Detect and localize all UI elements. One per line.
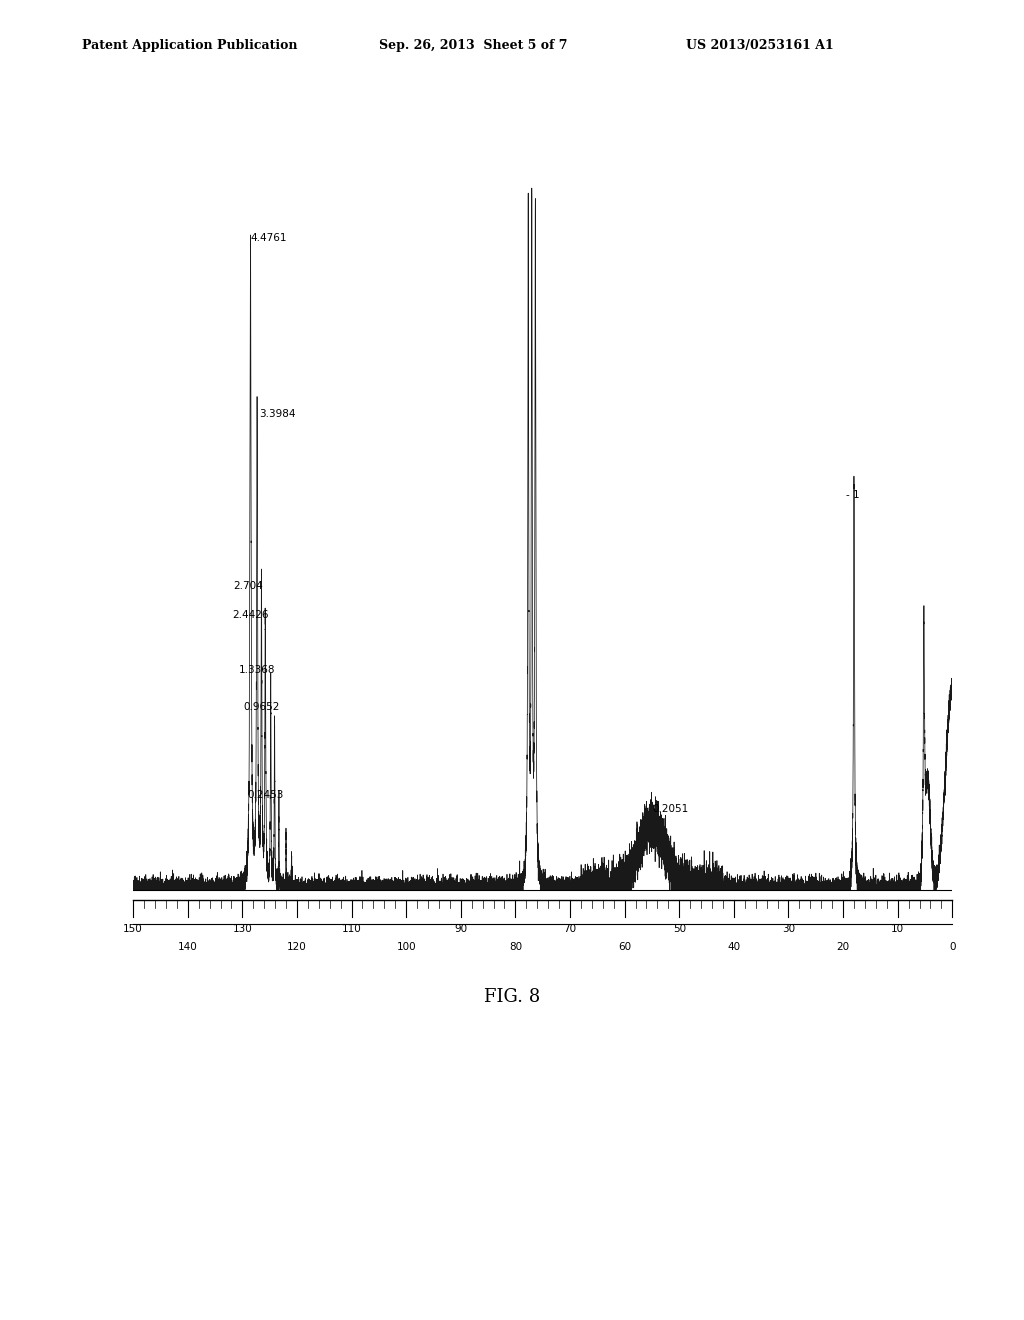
- Text: 60: 60: [618, 942, 631, 952]
- Text: 120: 120: [287, 942, 307, 952]
- Text: 0.2051: 0.2051: [652, 804, 688, 814]
- Text: 110: 110: [342, 924, 361, 935]
- Text: Patent Application Publication: Patent Application Publication: [82, 38, 297, 51]
- Text: 20: 20: [837, 942, 850, 952]
- Text: 150: 150: [123, 924, 143, 935]
- Text: 0.2453: 0.2453: [248, 789, 284, 800]
- Text: 0: 0: [949, 942, 955, 952]
- Text: 3.3984: 3.3984: [259, 409, 295, 420]
- Text: 50: 50: [673, 924, 686, 935]
- Text: 0.9652: 0.9652: [243, 702, 280, 711]
- Text: 2.4426: 2.4426: [232, 610, 268, 620]
- Text: 4.4761: 4.4761: [251, 234, 287, 243]
- Text: 80: 80: [509, 942, 522, 952]
- Text: FIG. 8: FIG. 8: [484, 987, 540, 1006]
- Text: 70: 70: [563, 924, 577, 935]
- Text: US 2013/0253161 A1: US 2013/0253161 A1: [686, 38, 834, 51]
- Text: 40: 40: [727, 942, 740, 952]
- Text: 100: 100: [396, 942, 416, 952]
- Text: 140: 140: [178, 942, 198, 952]
- Text: 2.704: 2.704: [233, 581, 263, 591]
- Text: 30: 30: [782, 924, 795, 935]
- Text: 90: 90: [455, 924, 467, 935]
- Text: 10: 10: [891, 924, 904, 935]
- Text: 130: 130: [232, 924, 252, 935]
- Text: - 1: - 1: [846, 490, 859, 499]
- Text: 1.3368: 1.3368: [239, 665, 275, 676]
- Text: Sep. 26, 2013  Sheet 5 of 7: Sep. 26, 2013 Sheet 5 of 7: [379, 38, 567, 51]
